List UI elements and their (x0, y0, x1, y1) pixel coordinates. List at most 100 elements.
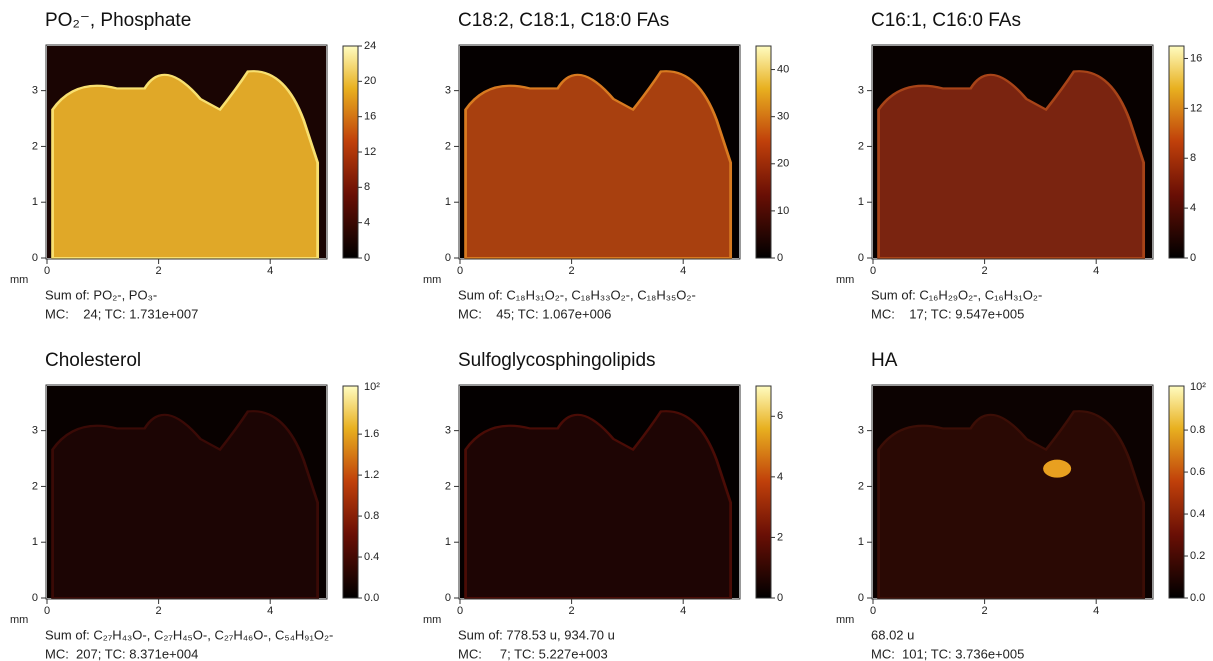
y-tick-label: 2 (32, 480, 38, 492)
y-tick-label: 0 (445, 252, 451, 264)
y-tick-label: 1 (445, 536, 451, 548)
caption-line: MC: 17; TC: 9.547e+005 (871, 306, 1024, 321)
colorbar-tick-label: 0.4 (1190, 508, 1205, 520)
panel-title: PO₂⁻, Phosphate (45, 10, 191, 31)
hotspot (1043, 459, 1072, 478)
plot-frame (458, 384, 741, 600)
caption-line: MC: 45; TC: 1.067e+006 (458, 306, 611, 321)
colorbar-tick-label: 0.8 (1190, 424, 1205, 436)
x-tick-label: 2 (982, 605, 988, 617)
tissue-image (464, 70, 733, 260)
colorbar-tick-label: 0.0 (1190, 592, 1205, 604)
colorbar-tick-label: 2 (777, 531, 783, 543)
caption-line: Sum of: C₂₇H₄₃O-, C₂₇H₄₅O-, C₂₇H₄₆O-, C₅… (45, 627, 333, 642)
y-tick-label: 1 (32, 536, 38, 548)
colorbar-tick-label: 30 (777, 111, 789, 123)
colorbar-tick-label: 24 (364, 40, 376, 52)
tissue-image (877, 410, 1146, 600)
colorbar-tick-label: 4 (364, 217, 370, 229)
x-tick-label: 4 (680, 265, 686, 277)
y-tick-label: 0 (445, 592, 451, 604)
colorbar-tick-label: 0.2 (1190, 550, 1205, 562)
caption-line: MC: 207; TC: 8.371e+004 (45, 646, 198, 661)
x-tick-label: 2 (982, 265, 988, 277)
colorbar-tick-label: 20 (777, 158, 789, 170)
plot-frame (45, 44, 328, 260)
colorbar-tick-label: 40 (777, 63, 789, 75)
y-tick-label: 0 (32, 592, 38, 604)
tissue-image (877, 70, 1146, 260)
y-tick-label: 2 (858, 140, 864, 152)
colorbar (755, 45, 772, 259)
plot-frame (458, 44, 741, 260)
y-tick-label: 0 (32, 252, 38, 264)
colorbar (755, 385, 772, 599)
tissue-image (464, 410, 733, 600)
y-tick-label: 3 (445, 85, 451, 97)
caption-line: Sum of: 778.53 u, 934.70 u (458, 627, 615, 642)
y-tick-label: 2 (32, 140, 38, 152)
tissue-image (51, 410, 320, 600)
x-tick-label: 0 (870, 265, 876, 277)
caption-line: Sum of: C₁₆H₂₉O₂-, C₁₆H₃₁O₂- (871, 287, 1042, 302)
caption-line: Sum of: PO₂-, PO₃- (45, 287, 157, 302)
colorbar-tick-label: 1.2 (364, 469, 379, 481)
x-tick-label: 0 (457, 265, 463, 277)
colorbar-tick-label: 0 (777, 592, 783, 604)
colorbar (342, 45, 359, 259)
colorbar-scale-label: 10² (364, 381, 380, 393)
x-tick-label: 4 (1093, 605, 1099, 617)
colorbar-tick-label: 8 (364, 181, 370, 193)
panel-title: Cholesterol (45, 350, 141, 371)
axis-unit: mm (10, 274, 28, 286)
colorbar-scale-label: 10² (1190, 381, 1206, 393)
caption-line: Sum of: C₁₈H₃₁O₂-, C₁₈H₃₃O₂-, C₁₈H₃₅O₂- (458, 287, 696, 302)
colorbar-tick-label: 6 (777, 410, 783, 422)
colorbar-tick-label: 0.6 (1190, 466, 1205, 478)
plot-frame (871, 384, 1154, 600)
x-tick-label: 2 (156, 605, 162, 617)
colorbar-tick-label: 16 (1190, 52, 1202, 64)
colorbar-tick-label: 20 (364, 75, 376, 87)
plot-frame (871, 44, 1154, 260)
axis-unit: mm (423, 614, 441, 626)
x-tick-label: 0 (44, 605, 50, 617)
tissue-image (51, 70, 320, 260)
colorbar-tick-label: 4 (777, 471, 783, 483)
panel-title: C16:1, C16:0 FAs (871, 10, 1021, 31)
axis-unit: mm (836, 614, 854, 626)
panel: HA 0 2 4 0 1 2 3 mm 0.0 0.2 0.4 0.6 0.8 10² 68.02 u MC: … (836, 350, 1206, 661)
y-tick-label: 3 (858, 85, 864, 97)
y-tick-label: 1 (858, 196, 864, 208)
colorbar-tick-label: 12 (1190, 102, 1202, 114)
y-tick-label: 0 (858, 592, 864, 604)
colorbar-tick-label: 0.8 (364, 510, 379, 522)
colorbar-tick-label: 8 (1190, 152, 1196, 164)
colorbar-tick-label: 0.0 (364, 592, 379, 604)
colorbar (1168, 45, 1185, 259)
x-tick-label: 4 (1093, 265, 1099, 277)
y-tick-label: 3 (32, 425, 38, 437)
colorbar (1168, 385, 1185, 599)
colorbar-tick-label: 0 (364, 252, 370, 264)
panel: Sulfoglycosphingolipids 0 2 4 0 1 2 3 mm 0 2 4 6 Sum … (423, 350, 783, 661)
x-tick-label: 0 (44, 265, 50, 277)
axis-unit: mm (423, 274, 441, 286)
colorbar-tick-label: 16 (364, 111, 376, 123)
panel: Cholesterol 0 2 4 0 1 2 3 mm 0.0 0.4 0.8 1.2 1.6 10² Su… (10, 350, 380, 661)
colorbar-tick-label: 0.4 (364, 551, 379, 563)
colorbar-tick-label: 12 (364, 146, 376, 158)
plot-frame (45, 384, 328, 600)
y-tick-label: 0 (858, 252, 864, 264)
y-tick-label: 2 (445, 480, 451, 492)
caption-line: MC: 24; TC: 1.731e+007 (45, 306, 198, 321)
x-tick-label: 0 (870, 605, 876, 617)
y-tick-label: 3 (858, 425, 864, 437)
colorbar-tick-label: 10 (777, 205, 789, 217)
x-tick-label: 4 (267, 605, 273, 617)
colorbar (342, 385, 359, 599)
colorbar-tick-label: 0 (777, 252, 783, 264)
y-tick-label: 2 (858, 480, 864, 492)
